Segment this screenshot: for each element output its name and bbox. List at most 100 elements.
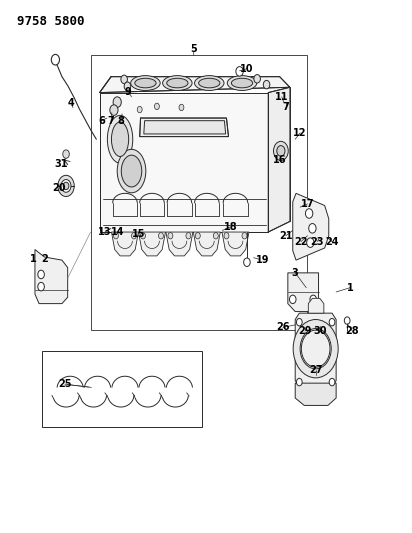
Circle shape	[290, 295, 296, 304]
Text: 14: 14	[111, 227, 125, 237]
Text: 15: 15	[132, 229, 145, 239]
Text: 27: 27	[309, 365, 323, 375]
Text: 24: 24	[325, 237, 339, 247]
Text: 18: 18	[224, 222, 237, 232]
Circle shape	[277, 146, 285, 156]
Circle shape	[301, 330, 330, 367]
Circle shape	[297, 318, 302, 326]
Ellipse shape	[135, 78, 156, 88]
Polygon shape	[91, 55, 307, 330]
Text: 4: 4	[68, 98, 74, 108]
Polygon shape	[193, 232, 220, 256]
Circle shape	[195, 232, 200, 239]
Circle shape	[309, 223, 316, 233]
Circle shape	[344, 317, 350, 324]
Text: 16: 16	[273, 156, 286, 165]
Ellipse shape	[117, 149, 146, 193]
Text: 11: 11	[275, 92, 288, 102]
Circle shape	[329, 378, 335, 386]
Circle shape	[140, 232, 145, 239]
Text: 2: 2	[41, 254, 48, 263]
Text: 8: 8	[118, 116, 125, 126]
Ellipse shape	[121, 155, 142, 187]
Ellipse shape	[163, 76, 192, 91]
Circle shape	[310, 295, 316, 304]
Text: 25: 25	[58, 379, 72, 389]
Polygon shape	[144, 120, 226, 134]
Circle shape	[307, 238, 314, 247]
Text: 21: 21	[279, 231, 293, 241]
Circle shape	[154, 103, 159, 110]
Circle shape	[263, 80, 270, 89]
Circle shape	[213, 232, 218, 239]
Circle shape	[52, 54, 59, 65]
Polygon shape	[140, 118, 229, 136]
Circle shape	[114, 232, 118, 239]
Circle shape	[58, 175, 74, 197]
Circle shape	[300, 328, 331, 369]
Text: 1: 1	[30, 254, 37, 263]
Ellipse shape	[194, 76, 224, 91]
Polygon shape	[222, 232, 249, 256]
Ellipse shape	[131, 76, 160, 91]
Text: 23: 23	[311, 237, 324, 247]
Circle shape	[113, 97, 121, 108]
Circle shape	[63, 182, 69, 190]
Circle shape	[124, 82, 131, 91]
Ellipse shape	[112, 122, 129, 157]
Text: 29: 29	[298, 326, 312, 336]
Circle shape	[236, 67, 243, 76]
Text: 6: 6	[98, 116, 105, 126]
Text: 22: 22	[294, 237, 308, 247]
Circle shape	[305, 209, 313, 218]
Circle shape	[63, 150, 69, 158]
Text: 9: 9	[125, 86, 131, 96]
Text: 26: 26	[276, 322, 290, 333]
Text: 12: 12	[293, 128, 307, 138]
Circle shape	[242, 232, 247, 239]
Circle shape	[121, 75, 127, 84]
Circle shape	[38, 282, 44, 291]
Ellipse shape	[232, 78, 253, 88]
Polygon shape	[295, 313, 336, 387]
Circle shape	[297, 378, 302, 386]
Text: 10: 10	[240, 64, 254, 74]
Text: 9758 5800: 9758 5800	[17, 14, 84, 28]
Text: 17: 17	[301, 199, 314, 209]
Circle shape	[61, 180, 71, 192]
Ellipse shape	[227, 76, 257, 91]
Polygon shape	[166, 232, 193, 256]
Circle shape	[243, 258, 250, 266]
Polygon shape	[100, 77, 290, 93]
Text: 5: 5	[190, 44, 197, 54]
Text: 7: 7	[282, 102, 289, 112]
Ellipse shape	[199, 78, 220, 88]
Polygon shape	[138, 232, 166, 256]
Polygon shape	[112, 232, 138, 256]
Polygon shape	[35, 249, 68, 304]
Circle shape	[254, 75, 260, 83]
Ellipse shape	[108, 115, 133, 163]
Circle shape	[137, 107, 142, 113]
Circle shape	[274, 141, 288, 160]
Circle shape	[329, 318, 335, 326]
Ellipse shape	[167, 78, 188, 88]
Text: 30: 30	[313, 326, 327, 336]
Text: 20: 20	[52, 183, 66, 193]
Circle shape	[131, 232, 136, 239]
Text: 7: 7	[108, 116, 115, 126]
Polygon shape	[288, 273, 318, 312]
Polygon shape	[295, 383, 336, 406]
Text: 13: 13	[98, 227, 112, 237]
Circle shape	[179, 104, 184, 111]
Polygon shape	[308, 298, 324, 313]
Text: 28: 28	[346, 326, 359, 336]
Circle shape	[186, 232, 191, 239]
Circle shape	[110, 105, 118, 115]
Bar	[42, 351, 202, 426]
Polygon shape	[268, 87, 290, 232]
Text: 1: 1	[346, 282, 353, 293]
Circle shape	[293, 319, 338, 378]
Polygon shape	[293, 193, 329, 260]
Circle shape	[224, 232, 229, 239]
